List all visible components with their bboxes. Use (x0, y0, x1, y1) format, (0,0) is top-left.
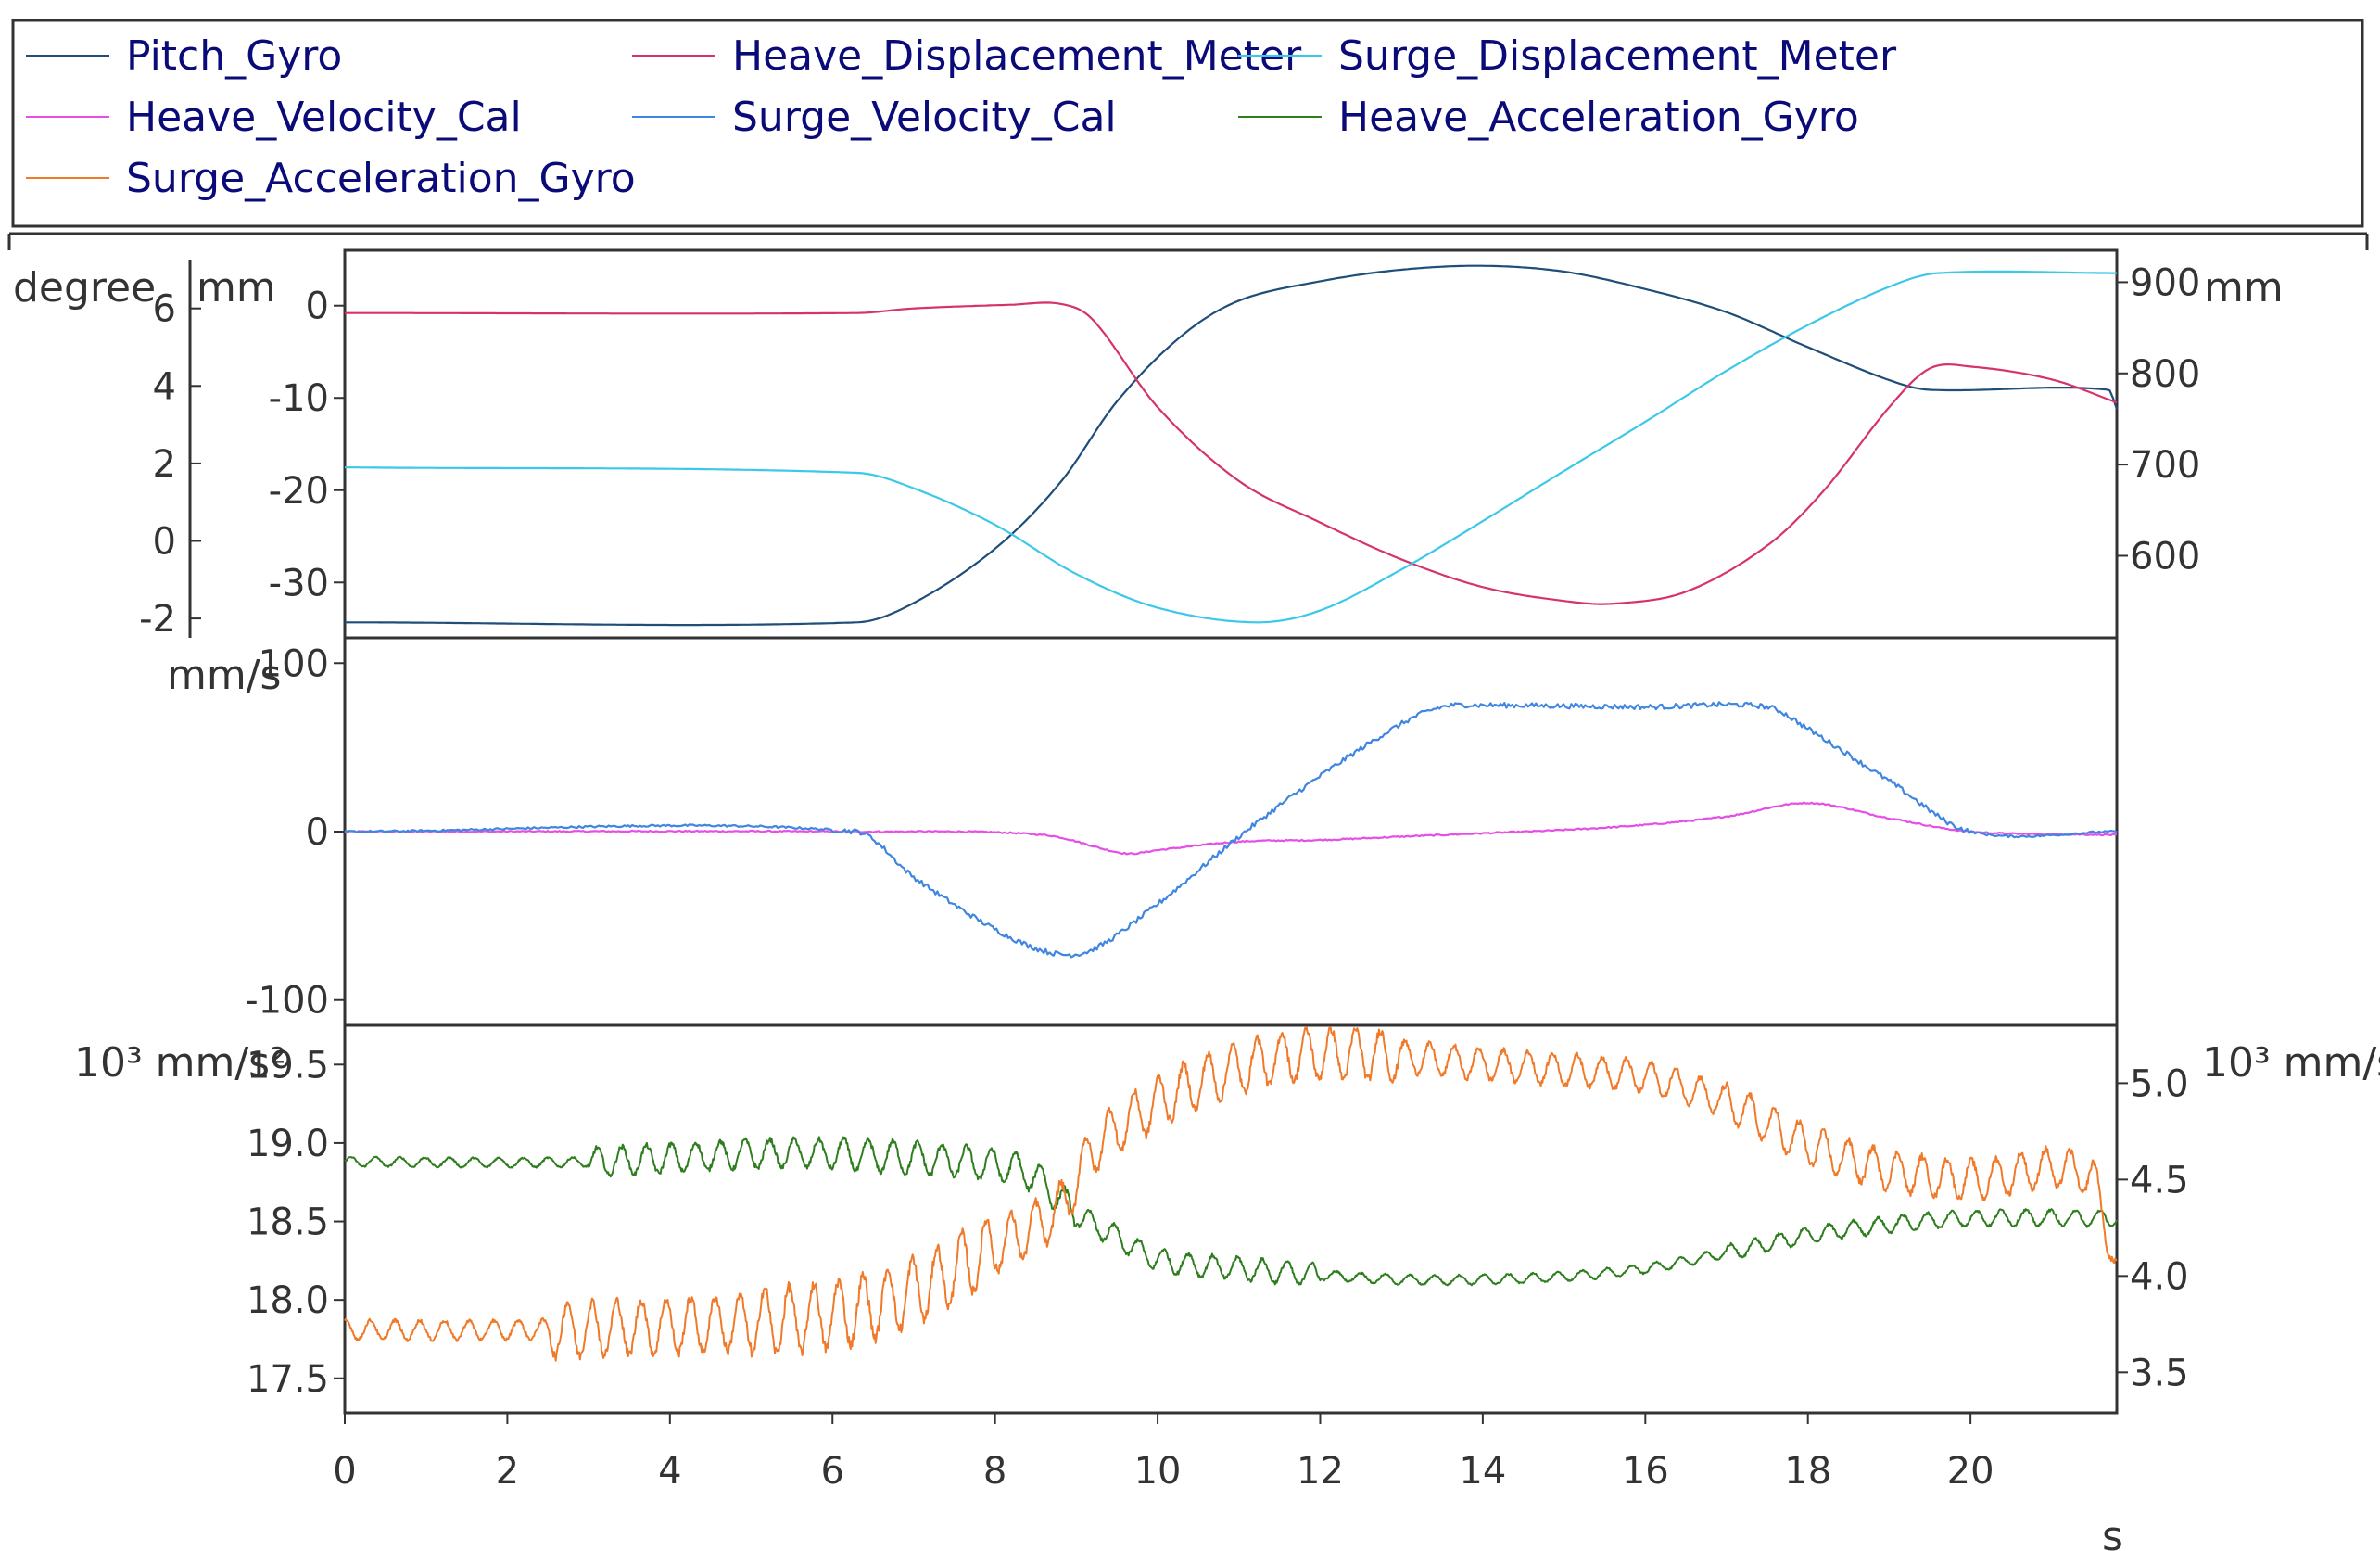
x-axis-tick-label: 18 (1784, 1450, 1831, 1493)
accel-left-axis-tick-label: 18.5 (247, 1201, 329, 1244)
series-line-heave-displacement-meter (345, 301, 2118, 605)
unit-accel-left: 10³ mm/s² (74, 1039, 286, 1087)
legend-label-heave-acceleration-gyro: Heave_Acceleration_Gyro (1338, 94, 1859, 141)
series (344, 264, 2119, 1362)
accel-right-axis-tick-label: 4.0 (2130, 1255, 2189, 1298)
degree-axis-tick-label: 0 (153, 521, 176, 564)
x-axis-tick-label: 12 (1297, 1450, 1344, 1493)
degree-axis-tick-label: 2 (153, 443, 176, 486)
velocity-axis-tick-label: 0 (306, 811, 329, 854)
legend-label-heave-velocity-cal: Heave_Velocity_Cal (126, 94, 522, 141)
mm-right-axis-tick-label: 800 (2130, 353, 2200, 396)
unit-mm-per-s: mm/s (167, 652, 281, 699)
degree-axis-tick-label: 4 (153, 365, 176, 408)
velocity-axis-tick-label: 100 (259, 642, 329, 685)
x-axis-tick-label: 10 (1134, 1450, 1182, 1493)
x-axis-tick-label: 4 (658, 1450, 681, 1493)
unit-x-seconds: s (2102, 1513, 2123, 1551)
x-axis-tick-label: 6 (821, 1450, 844, 1493)
velocity-axis-tick-label: -100 (245, 980, 329, 1023)
series-line-heave-velocity-cal (344, 801, 2118, 856)
x-axis-tick-label: 16 (1622, 1450, 1669, 1493)
x-axis-tick-label: 8 (983, 1450, 1006, 1493)
series-line-heave-acceleration-gyro (344, 1136, 2118, 1287)
mm-left-axis-tick-label: -20 (269, 470, 329, 513)
legend-box (11, 19, 2364, 228)
x-axis-tick-label: 20 (1947, 1450, 1994, 1493)
mm-right-axis-tick-label: 700 (2130, 444, 2200, 487)
series-line-surge-acceleration-gyro (344, 1026, 2118, 1362)
mm-right-axis-tick-label: 600 (2130, 535, 2200, 578)
legend-label-surge-velocity-cal: Surge_Velocity_Cal (732, 94, 1117, 141)
x-axis-tick-label: 14 (1459, 1450, 1506, 1493)
panel-acceleration-frame (343, 1023, 2119, 1415)
x-axis-tick-label: 0 (333, 1450, 356, 1493)
degree-axis-tick-label: 6 (153, 288, 176, 331)
degree-axis-tick-label: -2 (139, 598, 176, 641)
accel-left-axis-tick-label: 19.0 (247, 1123, 329, 1165)
series-line-surge-displacement-meter (345, 270, 2117, 624)
x-axis-tick-label: 2 (496, 1450, 519, 1493)
accel-left-axis-tick-label: 17.5 (247, 1358, 329, 1401)
unit-degree: degree (13, 264, 156, 311)
series-line-surge-velocity-cal (344, 701, 2118, 959)
legend-label-pitch-gyro: Pitch_Gyro (126, 32, 342, 80)
axis-ticks: -20246-30-20-100600700800900-100010017.5… (139, 261, 2200, 1493)
panel-displacement-frame (343, 248, 2119, 640)
accel-right-axis-tick-label: 5.0 (2130, 1062, 2189, 1105)
mm-left-axis-tick-label: 0 (306, 286, 329, 328)
series-line-pitch-gyro (345, 264, 2119, 627)
mm-left-axis-tick-label: -30 (269, 562, 329, 604)
legend: Pitch_Gyro Heave_Displacement_Meter Surge_… (26, 32, 1897, 202)
unit-mm-right: mm (2204, 264, 2284, 311)
legend-label-surge-acceleration-gyro: Surge_Acceleration_Gyro (126, 155, 636, 202)
unit-mm-left: mm (196, 264, 276, 311)
accel-right-axis-tick-label: 4.5 (2130, 1159, 2189, 1201)
mm-left-axis-tick-label: -10 (269, 377, 329, 420)
accel-left-axis-tick-label: 18.0 (247, 1279, 329, 1322)
legend-label-surge-displacement-meter: Surge_Displacement_Meter (1338, 32, 1897, 80)
mm-right-axis-tick-label: 900 (2130, 261, 2200, 304)
accel-right-axis-tick-label: 3.5 (2130, 1352, 2189, 1394)
accel-left-axis-tick-label: 19.5 (247, 1044, 329, 1087)
unit-accel-right: 10³ mm/s² (2202, 1039, 2380, 1087)
legend-label-heave-displacement-meter: Heave_Displacement_Meter (732, 32, 1302, 80)
